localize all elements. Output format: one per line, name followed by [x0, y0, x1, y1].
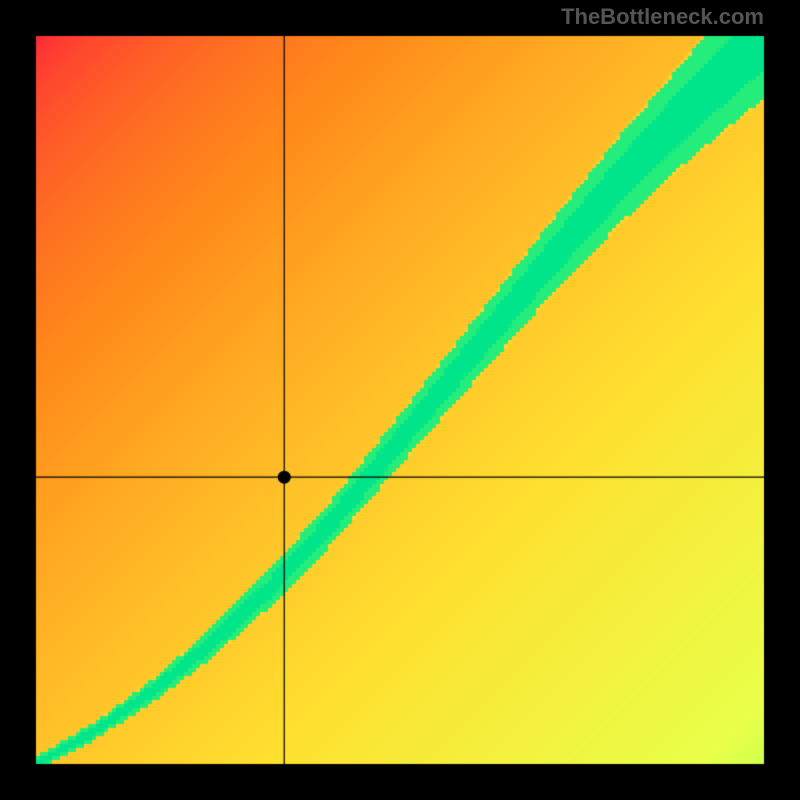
watermark-text: TheBottleneck.com [561, 4, 764, 30]
bottleneck-heatmap [0, 0, 800, 800]
